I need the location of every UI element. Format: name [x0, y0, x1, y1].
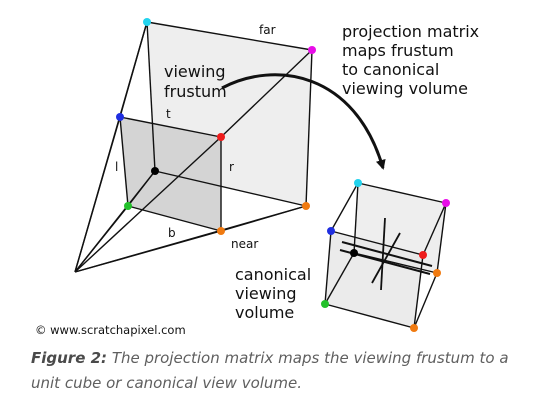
projection-note-line-3: to canonical [342, 60, 439, 79]
near-label: near [231, 237, 258, 251]
caption-text: The projection matrix maps the viewing f… [31, 349, 509, 392]
viewing-frustum-line-1: viewing [164, 62, 226, 81]
copyright-credit: © www.scratchapixel.com [35, 323, 186, 337]
canonical-volume-line-2: viewing [235, 284, 297, 303]
near-top-right-dot [217, 133, 225, 141]
projection-note: projection matrix maps frustum to canoni… [342, 22, 484, 98]
viewing-frustum-line-2: frustum [164, 82, 227, 101]
cube-front-top-left-dot [327, 227, 335, 235]
near-bottom-right-dot [217, 227, 225, 235]
top-label: t [166, 107, 171, 121]
projection-note-line-2: maps frustum [342, 41, 454, 60]
canonical-volume-line-3: volume [235, 303, 294, 322]
viewing-frustum: far t l r b near viewing frustum [74, 18, 316, 273]
far-top-right-dot [308, 46, 316, 54]
canonical-volume-label: canonical viewing volume [235, 265, 316, 322]
cube-back-bottom-left-dot [350, 249, 358, 257]
cube-front-bottom-left-dot [321, 300, 329, 308]
near-bottom-left-dot [124, 202, 132, 210]
far-label: far [259, 23, 276, 37]
figure-caption: Figure 2: The projection matrix maps the… [31, 346, 541, 396]
bottom-label: b [168, 226, 176, 240]
projection-note-line-4: viewing volume [342, 79, 468, 98]
cube-back-top-left-dot [354, 179, 362, 187]
projection-note-line-1: projection matrix [342, 22, 479, 41]
far-bottom-right-dot [302, 202, 310, 210]
projection-arrow [221, 73, 386, 170]
cube-back-bottom-right-dot [433, 269, 441, 277]
left-label: l [115, 160, 118, 174]
near-top-left-dot [116, 113, 124, 121]
frustum-projection-diagram: far t l r b near viewing frustum project… [35, 18, 484, 337]
canonical-volume-line-1: canonical [235, 265, 311, 284]
cube-front-bottom-right-dot [410, 324, 418, 332]
right-label: r [229, 160, 234, 174]
figure-number: Figure 2: [31, 349, 108, 367]
canonical-volume [321, 179, 450, 332]
cube-back-top-right-dot [442, 199, 450, 207]
cube-front-top-right-dot [419, 251, 427, 259]
far-top-left-dot [143, 18, 151, 26]
viewing-frustum-label: viewing frustum [164, 62, 231, 101]
far-bottom-left-dot [151, 167, 159, 175]
